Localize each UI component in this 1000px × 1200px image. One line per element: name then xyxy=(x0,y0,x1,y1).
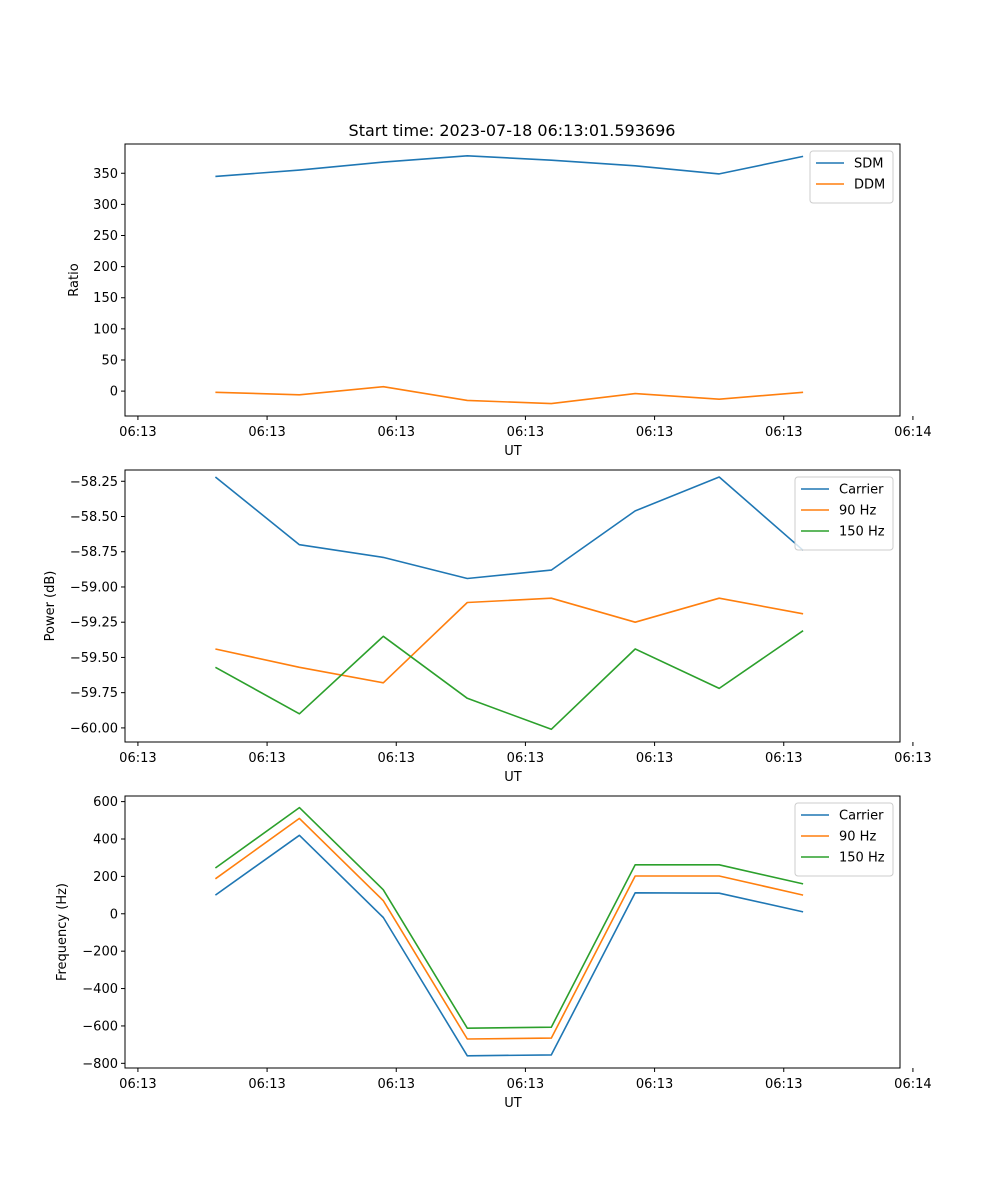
x-axis-label: UT xyxy=(504,444,522,459)
axes-frame xyxy=(124,143,901,417)
legend-label: Carrier xyxy=(839,809,884,824)
legend-label: 150 Hz xyxy=(839,851,885,866)
y-tick-label: 400 xyxy=(93,832,118,847)
y-tick-label: 150 xyxy=(93,291,118,306)
series-line-carrier xyxy=(214,476,804,580)
x-tick-label: 06:13 xyxy=(248,751,285,766)
legend-label: 90 Hz xyxy=(839,830,876,845)
series-line-90-hz xyxy=(215,597,804,684)
y-axis-label: Ratio xyxy=(67,263,82,296)
y-axis-label: Frequency (Hz) xyxy=(55,883,70,981)
y-tick-label: −59.75 xyxy=(70,686,118,701)
y-tick-label: 200 xyxy=(93,260,118,275)
legend-label: Carrier xyxy=(839,483,884,498)
y-tick-label: 0 xyxy=(110,385,118,400)
x-tick-label: 06:13 xyxy=(119,1077,156,1092)
figure-title: Start time: 2023-07-18 06:13:01.593696 xyxy=(349,121,676,140)
x-tick-label: 06:13 xyxy=(765,425,802,440)
x-tick-label: 06:13 xyxy=(894,751,931,766)
legend: SDM DDM xyxy=(809,150,894,204)
y-tick-label: −60.00 xyxy=(70,721,118,736)
y-tick-label: −200 xyxy=(82,945,118,960)
series-line-150-hz xyxy=(214,806,804,1029)
y-tick-label: 350 xyxy=(93,167,118,182)
x-tick-label: 06:13 xyxy=(636,1077,673,1092)
y-tick-label: 50 xyxy=(101,353,118,368)
x-tick-label: 06:13 xyxy=(248,425,285,440)
x-axis-label: UT xyxy=(504,770,522,785)
x-tick-label: 06:13 xyxy=(765,751,802,766)
x-tick-label: 06:13 xyxy=(765,1077,802,1092)
y-tick-label: −59.00 xyxy=(70,580,118,595)
legend-label: 90 Hz xyxy=(839,504,876,519)
subplot-2: 06:13 06:13 06:13 06:13 06:13 06:13 06:13−60.0… xyxy=(43,469,932,785)
y-tick-label: −58.25 xyxy=(70,475,118,490)
series-line-150-hz xyxy=(215,630,804,731)
x-tick-label: 06:14 xyxy=(894,425,931,440)
x-tick-label: 06:13 xyxy=(378,1077,415,1092)
series-line-sdm xyxy=(215,155,804,178)
y-tick-label: −800 xyxy=(82,1057,118,1072)
x-tick-label: 06:13 xyxy=(507,1077,544,1092)
legend: Carrier 90 Hz 150 Hz xyxy=(794,802,894,877)
y-tick-label: 200 xyxy=(93,870,118,885)
subplot-1: 06:13 06:13 06:13 06:13 06:13 06:13 06:14 0 50 10… xyxy=(67,143,932,459)
y-tick-label: −400 xyxy=(82,982,118,997)
y-axis-label: Power (dB) xyxy=(43,571,58,642)
y-tick-label: −59.50 xyxy=(70,651,118,666)
y-tick-label: 0 xyxy=(110,907,118,922)
axes-frame xyxy=(124,795,901,1069)
legend: Carrier 90 Hz 150 Hz xyxy=(794,476,894,551)
x-tick-label: 06:13 xyxy=(507,751,544,766)
x-tick-label: 06:13 xyxy=(507,425,544,440)
x-tick-label: 06:13 xyxy=(636,751,673,766)
y-tick-label: −59.25 xyxy=(70,616,118,631)
x-tick-label: 06:13 xyxy=(378,751,415,766)
legend-label: DDM xyxy=(854,178,885,193)
y-tick-label: −600 xyxy=(82,1019,118,1034)
y-tick-label: 600 xyxy=(93,795,118,810)
y-tick-label: 250 xyxy=(93,229,118,244)
x-tick-label: 06:14 xyxy=(894,1077,931,1092)
x-tick-label: 06:13 xyxy=(248,1077,285,1092)
legend-label: 150 Hz xyxy=(839,525,885,540)
y-tick-label: −58.50 xyxy=(70,510,118,525)
y-tick-label: −58.75 xyxy=(70,545,118,560)
x-tick-label: 06:13 xyxy=(378,425,415,440)
x-tick-label: 06:13 xyxy=(119,425,156,440)
y-tick-label: 100 xyxy=(93,322,118,337)
legend-label: SDM xyxy=(854,157,883,172)
legend-box xyxy=(809,150,894,204)
subplot-3: 06:13 06:13 06:13 06:13 06:13 06:13 06:14 −800 −… xyxy=(55,795,932,1111)
x-tick-label: 06:13 xyxy=(119,751,156,766)
x-tick-label: 06:13 xyxy=(636,425,673,440)
y-tick-label: 300 xyxy=(93,198,118,213)
x-axis-label: UT xyxy=(504,1096,522,1111)
series-line-90-hz xyxy=(214,817,804,1040)
axes-frame xyxy=(124,469,901,743)
series-line-carrier xyxy=(214,834,804,1057)
series-line-ddm xyxy=(215,385,804,405)
